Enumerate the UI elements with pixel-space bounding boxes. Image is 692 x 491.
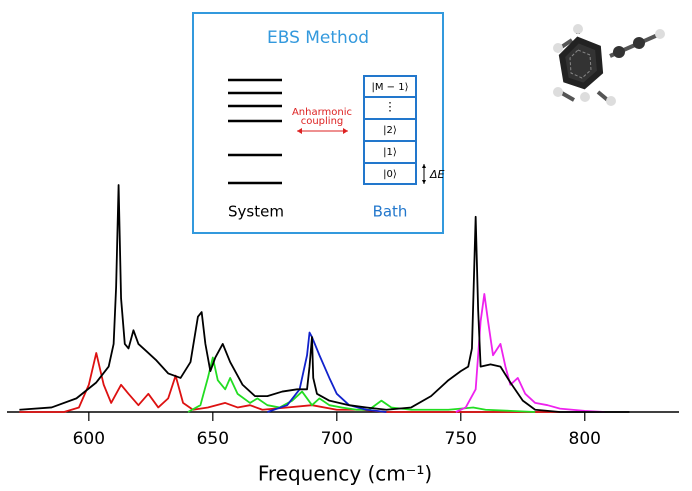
state-label: |2⟩ (383, 125, 397, 136)
inset: EBS Method System Anharmonic coupling |M… (193, 13, 445, 233)
coupling-label: coupling (301, 116, 344, 127)
page: {"chart_data": {"type": "line", "xlabel"… (0, 0, 692, 491)
x-tick-label: 600 (73, 429, 105, 449)
x-tick-label: 650 (197, 429, 229, 449)
x-tick-label: 800 (569, 429, 601, 449)
inset-title: EBS Method (267, 28, 369, 48)
x-tick-label: 700 (321, 429, 353, 449)
state-label: ⋮ (384, 100, 396, 114)
state-label: |1⟩ (383, 147, 397, 158)
x-axis-title: Frequency (cm⁻¹) (258, 462, 432, 486)
state-label: |M − 1⟩ (372, 82, 409, 93)
state-label: |0⟩ (383, 169, 397, 180)
molecule (553, 24, 665, 106)
system-label: System (228, 203, 284, 221)
chart: EBS Method System Anharmonic coupling |M… (0, 0, 692, 491)
x-tick-label: 750 (445, 429, 477, 449)
delta-label: ΔE (429, 168, 445, 181)
bath-label: Bath (373, 203, 408, 221)
